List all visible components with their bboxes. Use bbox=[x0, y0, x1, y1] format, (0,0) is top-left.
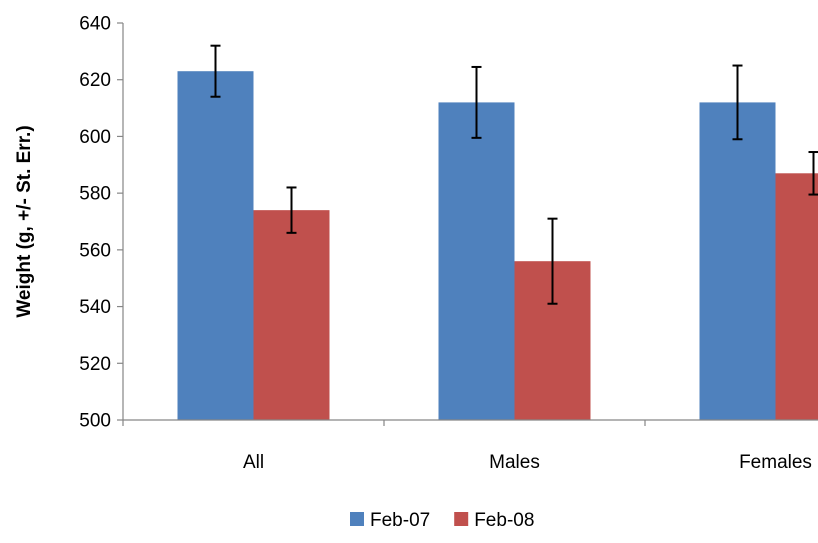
bar-feb-08-all bbox=[253, 210, 330, 420]
legend-label: Feb-07 bbox=[370, 510, 430, 531]
error-bar bbox=[808, 151, 818, 196]
y-tick-label: 620 bbox=[79, 70, 111, 91]
plot-area bbox=[177, 44, 818, 421]
y-tick-label: 520 bbox=[79, 354, 111, 375]
error-bar bbox=[286, 186, 297, 234]
error-bar bbox=[210, 44, 221, 98]
legend-label: Feb-08 bbox=[474, 510, 534, 531]
bar-feb-08-females bbox=[775, 173, 818, 420]
x-tick-label: Males bbox=[489, 452, 540, 473]
legend: Feb-07 Feb-08 bbox=[350, 510, 534, 531]
y-tick-label: 560 bbox=[79, 240, 111, 261]
y-tick-label: 540 bbox=[79, 297, 111, 318]
y-ticks: 500 520 540 560 580 600 620 640 bbox=[79, 14, 123, 432]
y-axis-title: Weight (g, +/- St. Err.) bbox=[14, 125, 35, 317]
x-tick-label: All bbox=[243, 452, 264, 473]
y-tick-label: 600 bbox=[79, 127, 111, 148]
legend-swatch bbox=[350, 512, 364, 526]
bar-feb-07-males bbox=[438, 102, 515, 421]
error-bar bbox=[471, 65, 482, 139]
x-ticks: All Males Females bbox=[122, 420, 812, 473]
x-tick-label: Females bbox=[739, 452, 812, 473]
bar-feb-07-females bbox=[699, 102, 776, 421]
y-tick-label: 640 bbox=[79, 14, 111, 35]
legend-swatch bbox=[454, 512, 469, 526]
error-bar bbox=[547, 217, 558, 305]
axes bbox=[122, 23, 818, 421]
y-tick-label: 500 bbox=[79, 411, 111, 432]
bar-feb-07-all bbox=[177, 71, 254, 420]
y-tick-label: 580 bbox=[79, 184, 111, 205]
error-bar bbox=[732, 64, 743, 141]
